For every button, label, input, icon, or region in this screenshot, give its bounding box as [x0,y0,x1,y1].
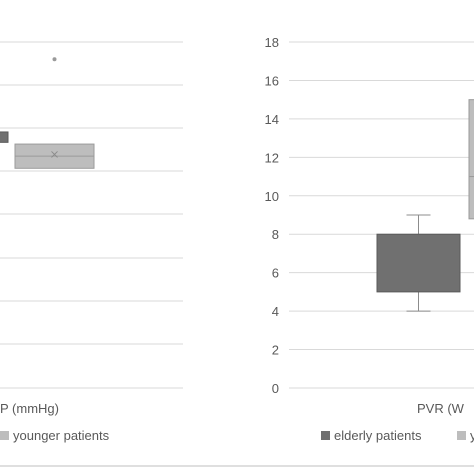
right-y-tick-label: 18 [265,35,279,50]
right-boxes [376,99,474,312]
left-x-axis-label: P (mmHg) [0,401,59,416]
left-legend-label-younger: younger patients [13,428,110,443]
right-y-tick-labels: 0 2 4 6 8 10 12 14 16 18 [265,35,279,396]
right-y-tick-label: 4 [272,304,279,319]
right-y-tick-label: 2 [272,343,279,358]
right-legend: elderly patients y [321,428,474,443]
left-elderly-box [0,131,9,143]
left-boxes [0,57,95,169]
right-gridlines [289,41,474,389]
right-y-tick-label: 12 [265,150,279,165]
left-legend: younger patients [0,428,110,443]
left-younger-outlier [52,57,57,62]
right-legend-swatch-younger [457,431,466,440]
right-legend-swatch-elderly [321,431,330,440]
right-y-tick-label: 8 [272,227,279,242]
right-y-tick-label: 16 [265,73,279,88]
left-younger-mean-marker [51,151,58,158]
right-x-axis-label: PVR (W [417,401,465,416]
right-y-tick-label: 14 [265,112,279,127]
left-legend-swatch-younger [0,431,9,440]
right-y-tick-label: 10 [265,189,279,204]
left-chart: P (mmHg) younger patients [0,41,183,443]
right-legend-label-younger: y [470,428,474,443]
left-gridlines [0,41,183,389]
right-chart: 0 2 4 6 8 10 12 14 16 18 PVR (W elderly patients … [265,35,474,443]
right-younger-box [468,99,474,220]
right-legend-label-elderly: elderly patients [334,428,422,443]
right-y-tick-label: 0 [272,381,279,396]
right-y-tick-label: 6 [272,266,279,281]
right-elderly-box [376,233,461,293]
